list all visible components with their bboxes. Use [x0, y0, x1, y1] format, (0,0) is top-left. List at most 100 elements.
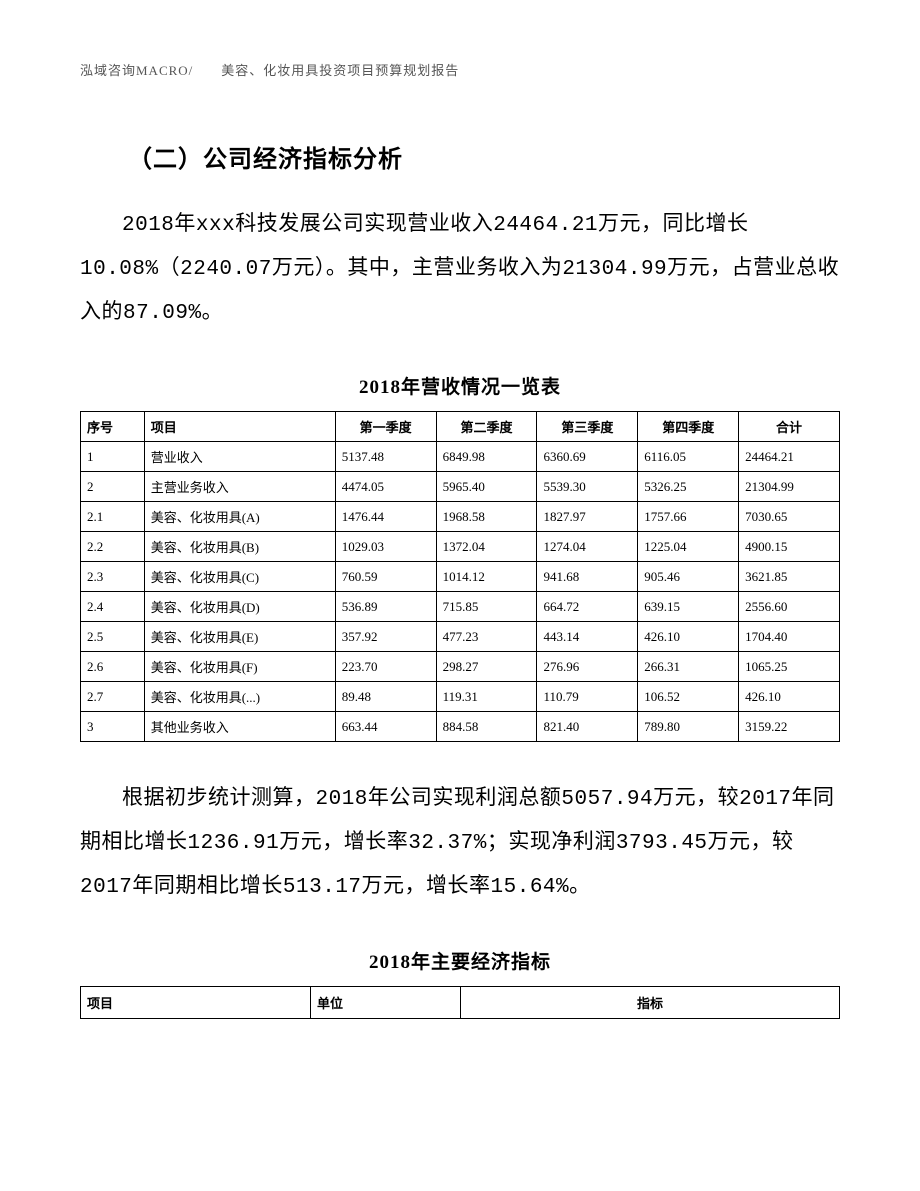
th-q1: 第一季度	[335, 412, 436, 442]
cell-seq: 2.6	[81, 652, 145, 682]
paragraph-1: 2018年xxx科技发展公司实现营业收入24464.21万元，同比增长10.08…	[80, 204, 840, 336]
indicators-table: 项目 单位 指标	[80, 986, 840, 1019]
cell-item: 美容、化妆用具(F)	[144, 652, 335, 682]
table2-title: 2018年主要经济指标	[80, 947, 840, 974]
th-unit: 单位	[311, 986, 461, 1018]
cell-q3: 110.79	[537, 682, 638, 712]
cell-seq: 3	[81, 712, 145, 742]
cell-q4: 426.10	[638, 622, 739, 652]
cell-q3: 1274.04	[537, 532, 638, 562]
cell-item: 其他业务收入	[144, 712, 335, 742]
cell-q2: 1372.04	[436, 532, 537, 562]
cell-q4: 1225.04	[638, 532, 739, 562]
cell-item: 美容、化妆用具(D)	[144, 592, 335, 622]
table-row: 2 主营业务收入 4474.05 5965.40 5539.30 5326.25…	[81, 472, 840, 502]
cell-q1: 223.70	[335, 652, 436, 682]
cell-q1: 1476.44	[335, 502, 436, 532]
cell-q2: 477.23	[436, 622, 537, 652]
cell-q3: 664.72	[537, 592, 638, 622]
table-header-row: 项目 单位 指标	[81, 986, 840, 1018]
table-row: 2.2 美容、化妆用具(B) 1029.03 1372.04 1274.04 1…	[81, 532, 840, 562]
cell-seq: 2.4	[81, 592, 145, 622]
cell-item: 营业收入	[144, 442, 335, 472]
cell-q3: 1827.97	[537, 502, 638, 532]
th-q4: 第四季度	[638, 412, 739, 442]
cell-item: 美容、化妆用具(...)	[144, 682, 335, 712]
cell-q3: 6360.69	[537, 442, 638, 472]
table-row: 2.1 美容、化妆用具(A) 1476.44 1968.58 1827.97 1…	[81, 502, 840, 532]
cell-q3: 276.96	[537, 652, 638, 682]
cell-total: 3621.85	[739, 562, 840, 592]
cell-q1: 663.44	[335, 712, 436, 742]
cell-q3: 5539.30	[537, 472, 638, 502]
cell-seq: 1	[81, 442, 145, 472]
table-header-row: 序号 项目 第一季度 第二季度 第三季度 第四季度 合计	[81, 412, 840, 442]
cell-total: 426.10	[739, 682, 840, 712]
cell-q2: 119.31	[436, 682, 537, 712]
cell-total: 1065.25	[739, 652, 840, 682]
cell-seq: 2.1	[81, 502, 145, 532]
section-title: （二）公司经济指标分析	[128, 139, 840, 174]
cell-q2: 6849.98	[436, 442, 537, 472]
cell-q4: 106.52	[638, 682, 739, 712]
cell-q1: 5137.48	[335, 442, 436, 472]
cell-q1: 89.48	[335, 682, 436, 712]
cell-total: 24464.21	[739, 442, 840, 472]
cell-total: 21304.99	[739, 472, 840, 502]
cell-seq: 2.3	[81, 562, 145, 592]
cell-q4: 266.31	[638, 652, 739, 682]
th-item: 项目	[144, 412, 335, 442]
th-q2: 第二季度	[436, 412, 537, 442]
cell-q2: 5965.40	[436, 472, 537, 502]
table-row: 2.4 美容、化妆用具(D) 536.89 715.85 664.72 639.…	[81, 592, 840, 622]
table-row: 2.7 美容、化妆用具(...) 89.48 119.31 110.79 106…	[81, 682, 840, 712]
table-row: 3 其他业务收入 663.44 884.58 821.40 789.80 315…	[81, 712, 840, 742]
cell-q1: 1029.03	[335, 532, 436, 562]
page-header: 泓域咨询MACRO/ 美容、化妆用具投资项目预算规划报告	[80, 60, 840, 79]
table-row: 2.3 美容、化妆用具(C) 760.59 1014.12 941.68 905…	[81, 562, 840, 592]
th-project: 项目	[81, 986, 311, 1018]
cell-q3: 821.40	[537, 712, 638, 742]
cell-q4: 905.46	[638, 562, 739, 592]
cell-q4: 1757.66	[638, 502, 739, 532]
cell-total: 4900.15	[739, 532, 840, 562]
cell-q1: 357.92	[335, 622, 436, 652]
cell-q3: 443.14	[537, 622, 638, 652]
cell-seq: 2	[81, 472, 145, 502]
cell-q4: 639.15	[638, 592, 739, 622]
cell-seq: 2.7	[81, 682, 145, 712]
cell-q4: 6116.05	[638, 442, 739, 472]
table-row: 2.5 美容、化妆用具(E) 357.92 477.23 443.14 426.…	[81, 622, 840, 652]
cell-total: 1704.40	[739, 622, 840, 652]
cell-item: 主营业务收入	[144, 472, 335, 502]
cell-total: 7030.65	[739, 502, 840, 532]
cell-total: 2556.60	[739, 592, 840, 622]
cell-q2: 884.58	[436, 712, 537, 742]
cell-q2: 1968.58	[436, 502, 537, 532]
table-row: 2.6 美容、化妆用具(F) 223.70 298.27 276.96 266.…	[81, 652, 840, 682]
table1-title: 2018年营收情况一览表	[80, 372, 840, 399]
cell-item: 美容、化妆用具(E)	[144, 622, 335, 652]
cell-item: 美容、化妆用具(C)	[144, 562, 335, 592]
th-indicator: 指标	[461, 986, 840, 1018]
cell-q3: 941.68	[537, 562, 638, 592]
paragraph-2: 根据初步统计测算，2018年公司实现利润总额5057.94万元，较2017年同期…	[80, 778, 840, 910]
cell-q2: 298.27	[436, 652, 537, 682]
cell-seq: 2.2	[81, 532, 145, 562]
cell-q1: 536.89	[335, 592, 436, 622]
cell-q2: 715.85	[436, 592, 537, 622]
revenue-table: 序号 项目 第一季度 第二季度 第三季度 第四季度 合计 1 营业收入 5137…	[80, 411, 840, 742]
th-total: 合计	[739, 412, 840, 442]
th-seq: 序号	[81, 412, 145, 442]
cell-total: 3159.22	[739, 712, 840, 742]
cell-q1: 760.59	[335, 562, 436, 592]
cell-seq: 2.5	[81, 622, 145, 652]
table-row: 1 营业收入 5137.48 6849.98 6360.69 6116.05 2…	[81, 442, 840, 472]
th-q3: 第三季度	[537, 412, 638, 442]
cell-q4: 789.80	[638, 712, 739, 742]
cell-item: 美容、化妆用具(A)	[144, 502, 335, 532]
cell-q1: 4474.05	[335, 472, 436, 502]
cell-item: 美容、化妆用具(B)	[144, 532, 335, 562]
cell-q2: 1014.12	[436, 562, 537, 592]
cell-q4: 5326.25	[638, 472, 739, 502]
